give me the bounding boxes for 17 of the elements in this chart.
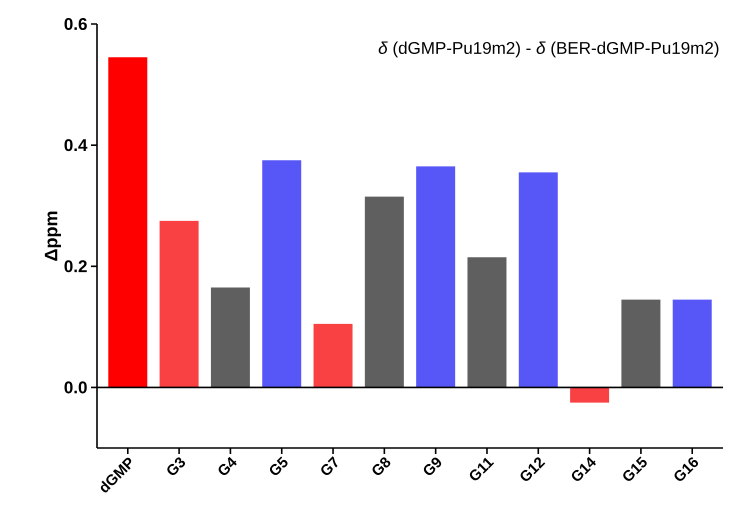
x-tick-label: G11 [470,458,494,480]
x-tick-label: G15 [623,456,647,481]
x-tick-label: G14 [572,456,596,481]
x-tick-label: G8 [372,457,390,475]
y-tick-label: 0.6 [64,18,87,30]
y-tick-label: 0.2 [64,260,87,272]
annotation: δ (dGMP-Pu19m2) - δ (BER-dGMP-Pu19m2) [378,42,718,58]
x-tick-label: G12 [520,457,546,481]
x-tick-label: G16 [674,457,698,481]
x-tick-label: G5 [270,456,288,475]
x-tick-label: G9 [424,458,442,475]
y-tick-label: 0.4 [64,139,88,152]
x-tick-label: G4 [218,456,237,475]
y-axis-title: Δppm [44,212,61,261]
y-tick-label: 0.0 [64,381,87,394]
x-tick-label: G7 [321,456,338,475]
x-tick-label: G3 [167,457,186,475]
